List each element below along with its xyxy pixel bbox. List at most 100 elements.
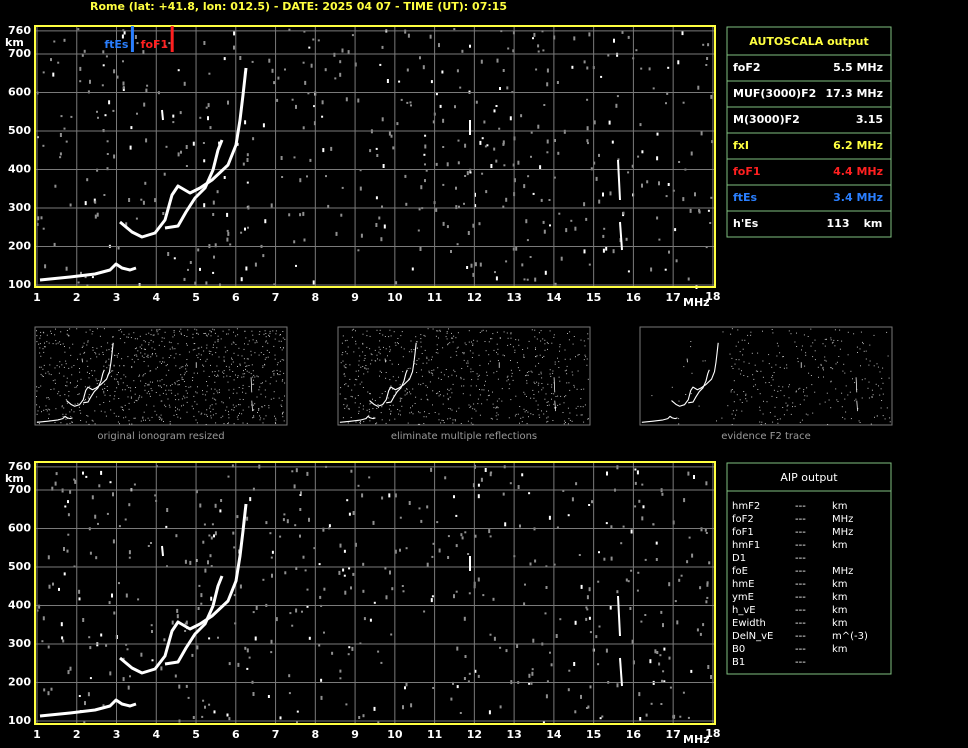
noise-dot: [253, 416, 255, 418]
noise-dot: [557, 404, 559, 406]
noise-dot: [172, 336, 174, 338]
noise-dot: [620, 542, 623, 545]
noise-dot: [875, 383, 877, 385]
noise-dot: [349, 378, 351, 380]
noise-dot: [539, 416, 541, 418]
noise-dot: [126, 336, 128, 338]
noise-dot: [175, 365, 177, 367]
noise-dot: [426, 362, 428, 364]
noise-dot: [649, 659, 652, 664]
table-title: AUTOSCALA output: [749, 35, 868, 48]
noise-dot: [254, 376, 256, 378]
noise-dot: [165, 145, 168, 148]
noise-dot: [165, 525, 168, 528]
noise-dot: [602, 248, 605, 253]
noise-dot: [413, 349, 415, 350]
noise-dot: [141, 344, 143, 346]
noise-dot: [525, 219, 528, 224]
noise-dot: [149, 395, 151, 397]
noise-dot: [87, 692, 90, 697]
noise-dot: [489, 535, 492, 538]
noise-dot: [210, 415, 212, 417]
noise-dot: [144, 353, 146, 355]
noise-dot: [208, 376, 210, 377]
noise-dot: [282, 411, 284, 413]
noise-dot: [575, 356, 576, 358]
noise-dot: [436, 521, 439, 524]
noise-dot: [64, 505, 67, 508]
noise-dot: [94, 423, 96, 425]
noise-dot: [53, 242, 56, 247]
noise-dot: [492, 333, 494, 335]
noise-dot: [454, 420, 456, 422]
noise-dot: [46, 341, 48, 343]
noise-dot: [442, 347, 444, 349]
noise-dot: [478, 222, 481, 226]
noise-dot: [438, 43, 440, 48]
noise-dot: [116, 356, 118, 358]
noise-dot: [534, 559, 537, 563]
noise-dot: [888, 377, 890, 379]
noise-dot: [183, 277, 186, 281]
noise-dot: [372, 520, 375, 525]
noise-dot: [384, 566, 387, 570]
noise-dot: [59, 395, 61, 397]
noise-dot: [62, 416, 64, 418]
noise-dot: [388, 336, 390, 338]
noise-dot: [150, 356, 152, 358]
noise-dot: [551, 386, 553, 388]
noise-dot: [467, 360, 469, 362]
noise-dot: [477, 398, 479, 400]
noise-dot: [537, 44, 540, 48]
noise-dot: [548, 515, 551, 520]
noise-dot: [435, 207, 438, 212]
noise-dot: [569, 389, 571, 391]
noise-dot: [531, 671, 534, 676]
noise-dot: [392, 388, 394, 390]
noise-dot: [474, 408, 476, 410]
noise-dot: [291, 470, 294, 473]
noise-dot: [208, 534, 211, 537]
noise-dot: [196, 645, 199, 650]
noise-dot: [378, 351, 380, 353]
noise-dot: [284, 382, 286, 384]
noise-dot: [184, 622, 187, 625]
noise-dot: [63, 38, 66, 42]
noise-dot: [131, 366, 133, 368]
noise-dot: [233, 342, 235, 344]
noise-dot: [463, 378, 465, 380]
row-name: hmF2: [732, 501, 760, 512]
row-name: Ewidth: [732, 618, 766, 629]
noise-dot: [745, 394, 747, 396]
noise-dot: [57, 61, 60, 64]
noise-dot: [63, 572, 66, 576]
noise-dot: [164, 45, 167, 48]
noise-dot: [180, 333, 182, 335]
noise-dot: [514, 349, 516, 351]
x-tick-label: 5: [192, 291, 200, 304]
noise-dot: [710, 94, 713, 99]
noise-dot: [96, 212, 99, 217]
noise-dot: [111, 350, 113, 352]
noise-dot: [641, 150, 644, 154]
noise-dot: [202, 390, 203, 392]
noise-dot: [183, 395, 185, 397]
noise-dot: [98, 380, 100, 381]
noise-dot: [602, 192, 604, 197]
noise-dot: [187, 696, 190, 699]
plot-frame: [34, 461, 716, 725]
noise-dot: [479, 389, 480, 390]
noise-dot: [194, 328, 196, 330]
noise-dot: [549, 224, 551, 227]
noise-dot: [216, 390, 218, 392]
noise-dot: [513, 178, 516, 183]
noise-dot: [96, 380, 98, 382]
noise-dot: [265, 336, 267, 338]
noise-dot: [339, 543, 342, 548]
noise-dot: [215, 376, 217, 377]
noise-dot: [861, 379, 863, 381]
noise-dot: [567, 423, 569, 425]
noise-dot: [439, 104, 442, 108]
noise-dot: [477, 674, 480, 678]
noise-dot: [367, 368, 369, 370]
